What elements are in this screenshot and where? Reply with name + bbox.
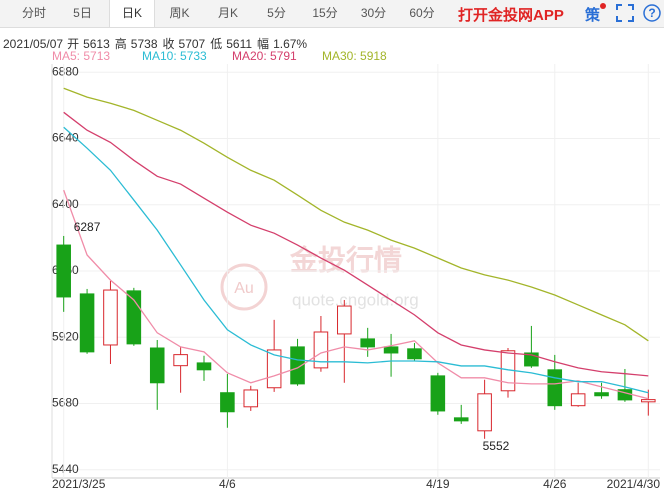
candle-body <box>477 393 492 432</box>
legend-entry: MA20: 5791 <box>232 49 297 63</box>
y-tick-label: 5680 <box>52 396 79 410</box>
candle-body <box>313 331 329 369</box>
candle-body <box>337 305 352 335</box>
ma-line <box>63 111 649 377</box>
info-label: 收 <box>162 37 175 51</box>
strategy-icon[interactable]: 策 <box>585 7 601 24</box>
tab[interactable]: 15分 <box>312 6 338 20</box>
app-link[interactable]: 打开金投网APP <box>458 7 564 24</box>
y-tick-label: 5920 <box>52 329 79 343</box>
tab[interactable]: 60分 <box>409 6 435 20</box>
annotation: 5552 <box>483 439 510 453</box>
tab[interactable]: 月K <box>217 6 238 20</box>
y-tick-label: 6880 <box>52 64 79 78</box>
tab[interactable]: 分时 <box>21 6 46 20</box>
info-label: 高 <box>114 37 127 51</box>
tab[interactable]: 5分 <box>267 6 286 20</box>
candle-body <box>243 389 259 408</box>
candle-body <box>290 346 305 385</box>
x-tick-label: 4/19 <box>426 477 450 491</box>
ma-line <box>63 189 649 400</box>
info-date: 2021/05/07 <box>3 37 64 51</box>
tab[interactable]: 周K <box>169 6 190 20</box>
candle-body <box>641 399 656 403</box>
watermark-url: quote.cngold.org <box>292 290 419 309</box>
tab[interactable]: 30分 <box>360 6 387 20</box>
candle-body <box>79 293 95 353</box>
candle-body <box>103 289 118 346</box>
legend-entry: MA5: 5713 <box>52 49 110 63</box>
badge-dot <box>600 3 606 9</box>
candle-body <box>407 348 422 360</box>
fullscreen-icon[interactable] <box>616 4 634 22</box>
candle-body <box>453 417 469 422</box>
annotation: 6287 <box>74 220 101 234</box>
info-value: 5738 <box>130 37 158 51</box>
info-label: 开 <box>67 37 80 51</box>
candle-body <box>196 362 212 371</box>
ma-line <box>63 87 649 342</box>
legend-entry: MA10: 5733 <box>142 49 207 63</box>
info-value: 1.67% <box>273 37 308 51</box>
y-tick-label: 5440 <box>52 462 79 476</box>
tab[interactable]: 日K <box>109 0 155 27</box>
info-label: 低 <box>210 37 223 51</box>
x-tick-label: 4/6 <box>219 477 236 491</box>
tab[interactable]: 5日 <box>73 6 92 20</box>
candle-body <box>56 244 71 298</box>
info-label: 幅 <box>257 37 270 51</box>
info-line: 2021/05/07 开 5613 高 5738 收 5707 低 5611 幅 1.67% <box>3 35 312 52</box>
candle-body <box>547 369 563 407</box>
candle-body <box>383 346 399 354</box>
ma-line <box>63 126 649 394</box>
tab-bar: 打开金投网APP 策 分时 5日 日K 周K 月K 5分 15分 30分 60分 <box>0 0 664 28</box>
candle-body <box>594 392 609 397</box>
candle-body <box>149 347 165 384</box>
x-tick-label: 2021/4/30 <box>607 477 661 491</box>
legend-entry: MA30: 5918 <box>322 49 387 63</box>
info-value: 5611 <box>226 37 253 51</box>
watermark-title: 金投行情 <box>289 243 402 275</box>
watermark-circle <box>220 263 268 311</box>
candle-body <box>126 290 142 345</box>
candle-body <box>173 354 188 367</box>
x-tick-label: 4/26 <box>543 477 567 491</box>
candle-body <box>220 392 235 413</box>
info-value: 5613 <box>83 37 110 51</box>
candle-body <box>570 393 586 407</box>
help-mark: ? <box>648 6 655 20</box>
help-icon[interactable] <box>643 4 661 22</box>
y-tick-label: 6400 <box>52 197 79 211</box>
candle-body <box>360 338 375 348</box>
candle-body <box>430 375 446 412</box>
info-value: 5707 <box>178 37 206 51</box>
watermark-logo: Au <box>234 280 254 297</box>
candle-body <box>266 349 282 389</box>
x-tick-label: 2021/3/25 <box>52 477 106 491</box>
